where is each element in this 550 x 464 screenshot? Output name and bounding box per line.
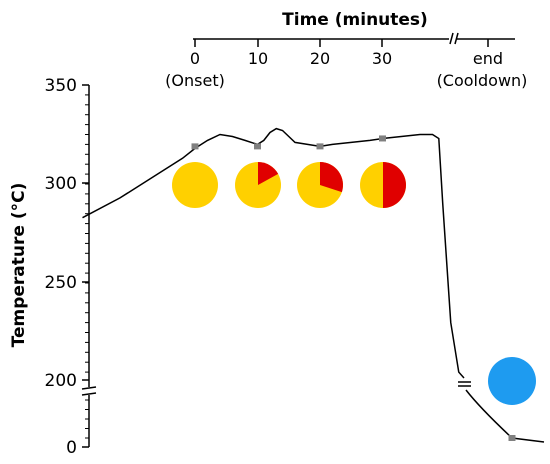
x-axis-break-mark	[454, 32, 459, 45]
y-tick-label: 300	[45, 174, 77, 194]
cooldown-marker	[488, 357, 536, 405]
x-tick-sublabel: (Cooldown)	[437, 71, 528, 90]
data-point-marker	[254, 143, 261, 150]
pie-slice-main	[172, 162, 218, 208]
x-tick-label: end	[473, 49, 503, 68]
pie-slice-fraction	[258, 162, 279, 185]
pie-slice-fraction	[320, 162, 343, 193]
y-ticks: 350 300 250 200 0	[45, 76, 89, 458]
y-axis: Temperature (°C) 350 300 250 200 0	[9, 76, 97, 458]
x-axis-title: Time (minutes)	[282, 10, 428, 30]
pie-slice-fraction	[383, 162, 406, 208]
pie-glyph	[235, 162, 281, 208]
data-point-marker	[316, 143, 324, 150]
y-axis-title: Temperature (°C)	[9, 183, 29, 348]
pie-glyph	[172, 162, 218, 208]
y-tick-label: 350	[45, 76, 77, 96]
y-tick-label: 0	[66, 438, 77, 458]
x-tick-label: 0	[190, 49, 200, 68]
x-tick-label: 30	[372, 49, 392, 68]
series-markers	[191, 135, 516, 441]
data-point-marker	[379, 135, 386, 142]
y-axis-break-mark	[81, 386, 97, 390]
x-ticks: 0 (Onset) 10 20 30 end (Cooldown)	[165, 39, 527, 90]
pie-glyph	[360, 162, 406, 208]
y-tick-label: 200	[45, 371, 77, 391]
y-axis-break-mark	[81, 392, 97, 396]
x-tick-label: 10	[248, 49, 268, 68]
pie-glyph	[297, 162, 343, 208]
series-line	[82, 127, 465, 379]
x-axis-top: Time (minutes) 0 (Onset) 10 20 30 end (Cooldow…	[165, 10, 527, 90]
pie-glyphs	[172, 162, 406, 208]
data-point-marker	[191, 143, 199, 150]
x-tick-sublabel: (Onset)	[165, 71, 225, 90]
y-tick-label: 250	[45, 273, 77, 293]
data-point-marker	[508, 435, 516, 441]
plot-area	[82, 127, 545, 443]
x-tick-label: 20	[310, 49, 330, 68]
x-axis-break-mark	[449, 32, 454, 45]
